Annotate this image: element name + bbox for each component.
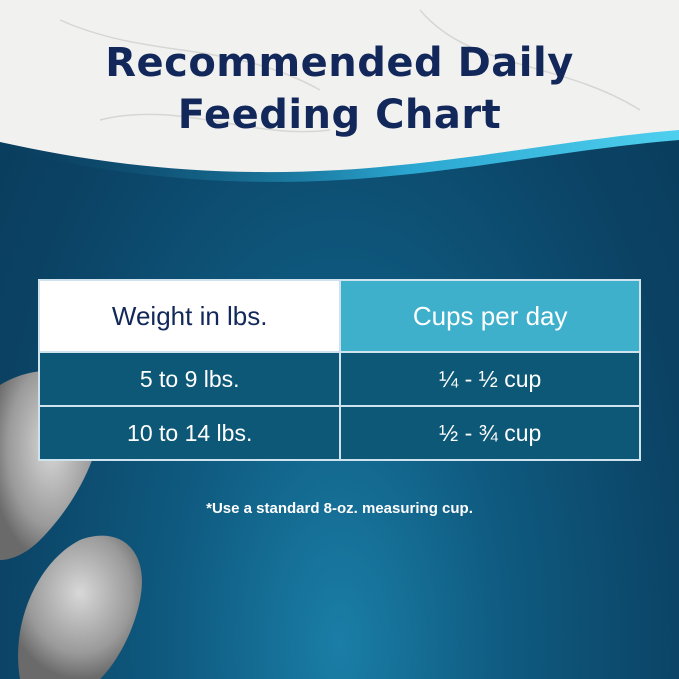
title-line-1: Recommended Daily xyxy=(105,40,574,86)
marble-header-background xyxy=(0,0,679,182)
title-line-2: Feeding Chart xyxy=(177,92,502,138)
cell-cups: ¼ - ½ cup xyxy=(339,351,641,407)
table-row: 10 to 14 lbs. ½ - ¾ cup xyxy=(37,405,641,461)
cell-cups: ½ - ¾ cup xyxy=(339,405,641,461)
cell-weight: 5 to 9 lbs. xyxy=(37,351,342,407)
table-row: 5 to 9 lbs. ¼ - ½ cup xyxy=(37,351,641,407)
cell-weight: 10 to 14 lbs. xyxy=(37,405,342,461)
header-cups: Cups per day xyxy=(339,279,641,353)
table-header-row: Weight in lbs. Cups per day xyxy=(37,279,641,353)
header-weight: Weight in lbs. xyxy=(37,279,342,353)
footnote: *Use a standard 8-oz. measuring cup. xyxy=(206,500,473,517)
feeding-table: Weight in lbs. Cups per day 5 to 9 lbs. … xyxy=(37,279,641,461)
